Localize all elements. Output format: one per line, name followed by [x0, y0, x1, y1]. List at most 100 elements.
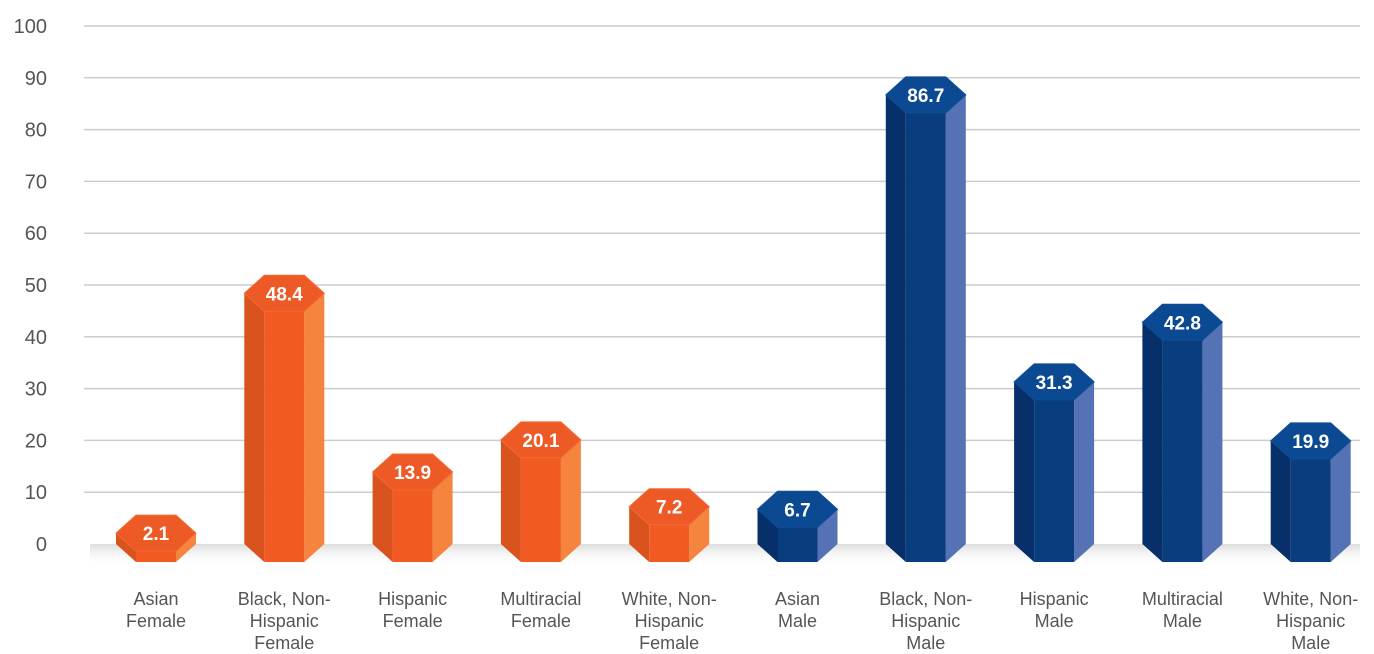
bar-right-face [560, 439, 581, 562]
y-tick-label: 90 [25, 68, 47, 90]
x-category-label: Asian Male [775, 589, 820, 631]
x-category-label-line: Asian [775, 589, 820, 609]
bar-top-cap [1013, 363, 1095, 401]
x-category-label-line: Hispanic [635, 611, 704, 631]
bar-front-face [649, 524, 690, 562]
y-axis-ticks: 0 10 20 30 40 50 60 70 80 90 100 [14, 16, 47, 556]
bar: 48.4 [243, 274, 326, 562]
x-category-label: Black, Non-Hispanic Male [879, 589, 972, 653]
y-tick-label: 30 [25, 379, 47, 401]
x-category-label-line: Black, Non- [879, 589, 972, 609]
bar-front-face [392, 489, 433, 562]
x-category-label-line: Male [1291, 633, 1330, 653]
bar-top-cap [243, 274, 326, 312]
x-category-label-line: Asian [133, 589, 178, 609]
y-tick-label: 20 [25, 430, 47, 452]
bar-top-cap [628, 488, 710, 526]
bar-right-face [1202, 322, 1223, 562]
bar-left-face [1270, 440, 1291, 562]
bar-right-face [945, 94, 966, 563]
bar: 31.3 [1013, 363, 1095, 562]
bar-top-cap [500, 421, 582, 459]
data-label: 6.7 [784, 500, 810, 521]
bar-front-face [520, 457, 561, 562]
data-label: 48.4 [266, 284, 303, 305]
x-category-label-line: Female [639, 633, 699, 653]
bar: 19.9 [1269, 422, 1352, 562]
x-category-label-line: Hispanic [891, 611, 960, 631]
x-category-label-line: Male [1163, 611, 1202, 631]
bar: 6.7 [756, 490, 839, 562]
data-label: 2.1 [143, 524, 170, 545]
bar-right-face [432, 471, 453, 562]
y-tick-label: 70 [25, 171, 47, 193]
bar-front-face [1034, 399, 1075, 562]
bar-left-face [1014, 381, 1035, 562]
bar-right-face [817, 509, 838, 562]
x-category-label: Hispanic Female [378, 589, 447, 631]
x-category-label-line: Female [254, 633, 314, 653]
bar-right-face [304, 293, 325, 562]
x-category-label-line: Female [126, 611, 186, 631]
x-category-label: Multiracial Male [1142, 589, 1223, 631]
bar-left-face [885, 94, 906, 563]
bar-left-face [116, 533, 136, 562]
x-category-label: Multiracial Female [500, 589, 581, 631]
data-label: 86.7 [907, 86, 944, 107]
bar: 7.2 [628, 488, 710, 562]
bar-top-cap [371, 453, 454, 491]
bar-top-cap [756, 490, 839, 528]
bar: 2.1 [115, 514, 197, 562]
x-category-label-line: Black, Non- [238, 589, 331, 609]
x-category-label: Black, Non-Hispanic Female [238, 589, 331, 653]
y-tick-label: 100 [14, 16, 47, 38]
bars: 2.1 48.4 13.9 20.1 7.2 6.7 86.7 31.3 42.8 19.9 [115, 76, 1352, 563]
bar-left-face [244, 293, 265, 562]
bar: 20.1 [500, 421, 582, 562]
x-category-label-line: Male [906, 633, 945, 653]
data-label: 19.9 [1292, 432, 1329, 453]
bar-left-face [1142, 322, 1163, 562]
bar-right-face [176, 533, 196, 562]
x-category-label-line: Hispanic [1276, 611, 1345, 631]
bar: 42.8 [1141, 303, 1224, 562]
bar: 86.7 [885, 76, 967, 563]
bar-front-face [1290, 458, 1331, 562]
x-category-label-line: Hispanic [378, 589, 447, 609]
x-category-label-line: Hispanic [1020, 589, 1089, 609]
x-category-label-line: Female [511, 611, 571, 631]
x-category-label-line: Female [383, 611, 443, 631]
bar: 13.9 [371, 453, 454, 562]
bar-right-face [1330, 440, 1351, 562]
data-label: 31.3 [1036, 373, 1073, 394]
x-category-label: Hispanic Male [1020, 589, 1089, 631]
data-label: 20.1 [522, 431, 559, 452]
bar-front-face [136, 551, 176, 562]
x-category-label-line: Multiracial [500, 589, 581, 609]
bar-left-face [757, 509, 778, 562]
bar-left-face [372, 471, 393, 562]
x-category-label: White, Non-Hispanic Male [1263, 589, 1358, 653]
y-tick-label: 0 [36, 534, 47, 556]
x-category-label-line: Male [778, 611, 817, 631]
bar-front-face [264, 311, 305, 562]
bar-top-cap [115, 514, 197, 552]
bar-top-cap [1141, 303, 1224, 341]
x-category-label-line: White, Non- [622, 589, 717, 609]
y-tick-label: 40 [25, 327, 47, 349]
y-tick-label: 60 [25, 223, 47, 245]
x-category-label: Asian Female [126, 589, 186, 631]
x-category-label: White, Non-Hispanic Female [622, 589, 717, 653]
bar-top-cap [885, 76, 967, 114]
bar-right-face [1074, 381, 1095, 562]
bar-front-face [777, 527, 818, 562]
data-label: 42.8 [1164, 313, 1201, 334]
y-tick-label: 10 [25, 482, 47, 504]
y-tick-label: 50 [25, 275, 47, 297]
bar-left-face [500, 439, 521, 562]
x-category-label-line: White, Non- [1263, 589, 1358, 609]
x-category-label-line: Male [1035, 611, 1074, 631]
